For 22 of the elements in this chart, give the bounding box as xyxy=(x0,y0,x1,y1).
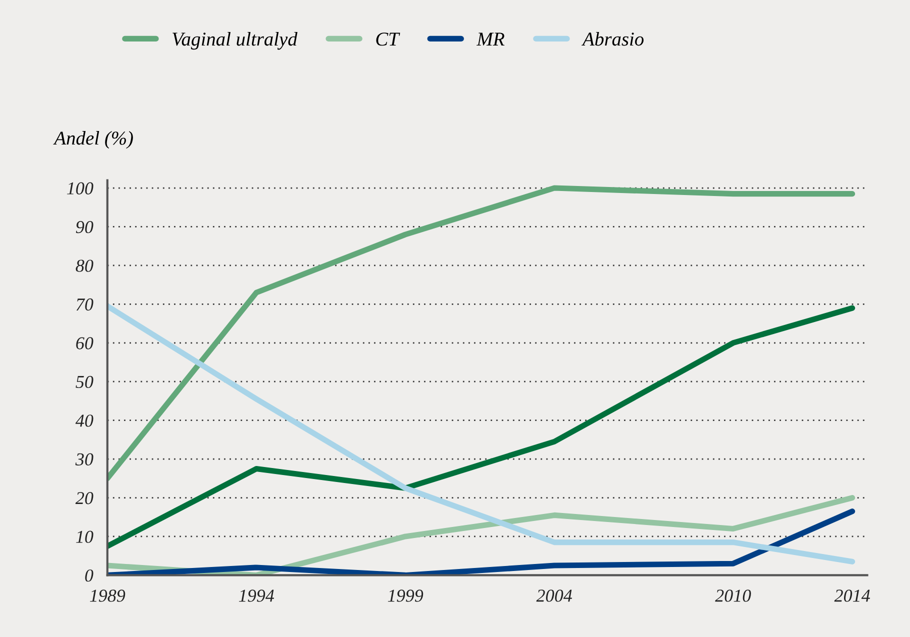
legend-label: CT xyxy=(376,32,400,46)
y-tick-label: 30 xyxy=(75,453,94,466)
x-tick-label: 1994 xyxy=(238,590,274,602)
y-tick-label: 100 xyxy=(67,182,94,194)
x-tick-label: 2004 xyxy=(536,590,572,602)
y-tick-label: 10 xyxy=(76,530,94,543)
legend-label: Abrasio xyxy=(582,32,644,46)
y-tick-label: 50 xyxy=(76,376,94,388)
x-tick-label: 1989 xyxy=(90,590,126,602)
x-tick-label: 1999 xyxy=(388,590,424,602)
x-tick-label: 2014 xyxy=(834,590,870,602)
y-tick-label: 40 xyxy=(75,414,94,427)
y-tick-label: 80 xyxy=(76,260,94,272)
legend-label: Vaginal ultralyd xyxy=(172,32,298,50)
y-tick-label: 60 xyxy=(76,337,94,350)
x-tick-label: 2010 xyxy=(715,590,751,602)
y-axis-title: Andel (%) xyxy=(53,131,133,149)
y-tick-label: 70 xyxy=(76,298,94,311)
y-tick-label: 20 xyxy=(75,492,94,504)
y-tick-label: 90 xyxy=(76,220,94,234)
legend-label: MR xyxy=(476,32,504,46)
y-tick-label: 0 xyxy=(85,569,94,582)
